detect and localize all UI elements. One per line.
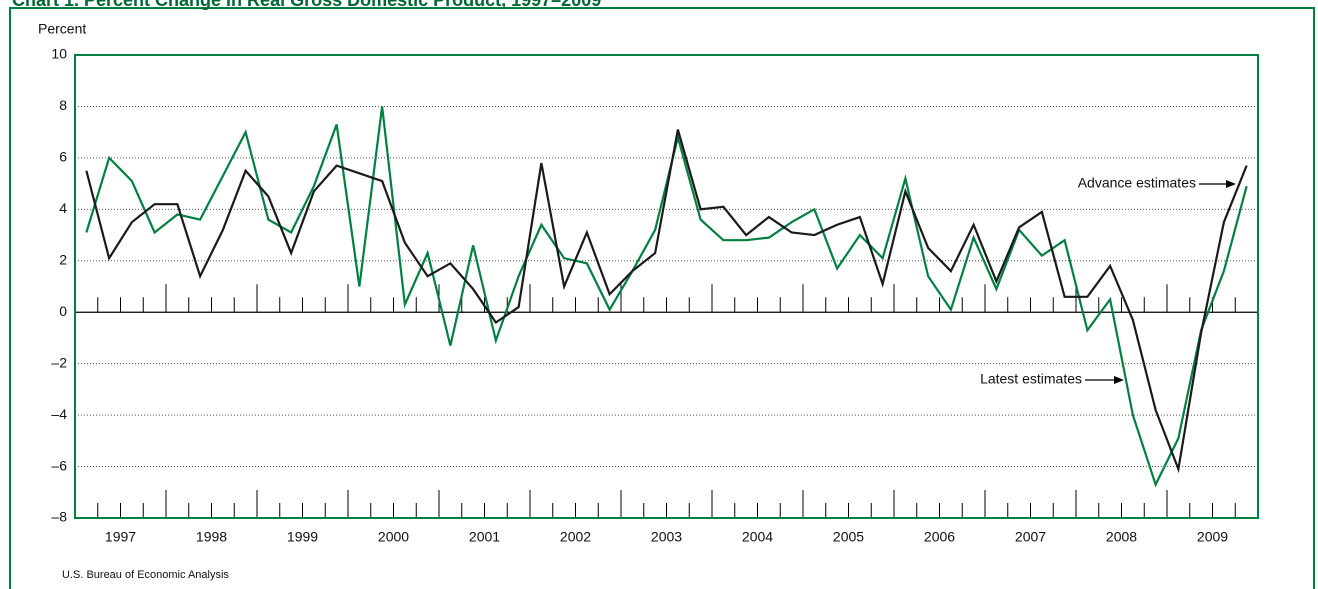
x-tick-label: 2005 xyxy=(833,529,864,545)
x-tick-label: 2004 xyxy=(742,529,773,545)
series-line xyxy=(85,106,1248,488)
plot-border xyxy=(74,54,1259,519)
y-tick-label: –4 xyxy=(51,406,67,422)
y-tick-label: 6 xyxy=(59,149,67,165)
source: U.S. Bureau of Economic Analysis xyxy=(62,569,229,581)
x-tick-label: 1997 xyxy=(105,529,136,545)
x-tick-label: 2006 xyxy=(924,529,955,545)
y-tick-label: 8 xyxy=(59,97,67,113)
annotation-arrowhead xyxy=(1114,376,1124,384)
x-tick-label: 2001 xyxy=(469,529,500,545)
annotation: Latest estimates xyxy=(980,371,1082,387)
frame xyxy=(9,7,1315,589)
x-tick-label: 2002 xyxy=(560,529,591,545)
annotation: Advance estimates xyxy=(1078,175,1196,191)
x-tick-label: 2003 xyxy=(651,529,682,545)
y-tick-label: 0 xyxy=(59,303,67,319)
x-tick-label: 1999 xyxy=(287,529,318,545)
annotation-arrowhead xyxy=(1226,180,1236,188)
series-line xyxy=(85,129,1248,474)
y-tick-label: –2 xyxy=(51,354,67,370)
chart-title: Chart 1. Percent Change in Real Gross Do… xyxy=(12,0,601,10)
x-tick-label: 2000 xyxy=(378,529,409,545)
x-tick-label: 1998 xyxy=(196,529,227,545)
y-tick-label: 10 xyxy=(51,46,67,62)
y-tick-label: –8 xyxy=(51,509,67,525)
x-tick-label: 2007 xyxy=(1015,529,1046,545)
x-tick-label: 2008 xyxy=(1106,529,1137,545)
y-tick-label: 2 xyxy=(59,251,67,267)
y-tick-label: 4 xyxy=(59,200,67,216)
x-tick-label: 2009 xyxy=(1197,529,1228,545)
y-tick-label: –6 xyxy=(51,457,67,473)
y-axis-label: Percent xyxy=(38,21,86,37)
